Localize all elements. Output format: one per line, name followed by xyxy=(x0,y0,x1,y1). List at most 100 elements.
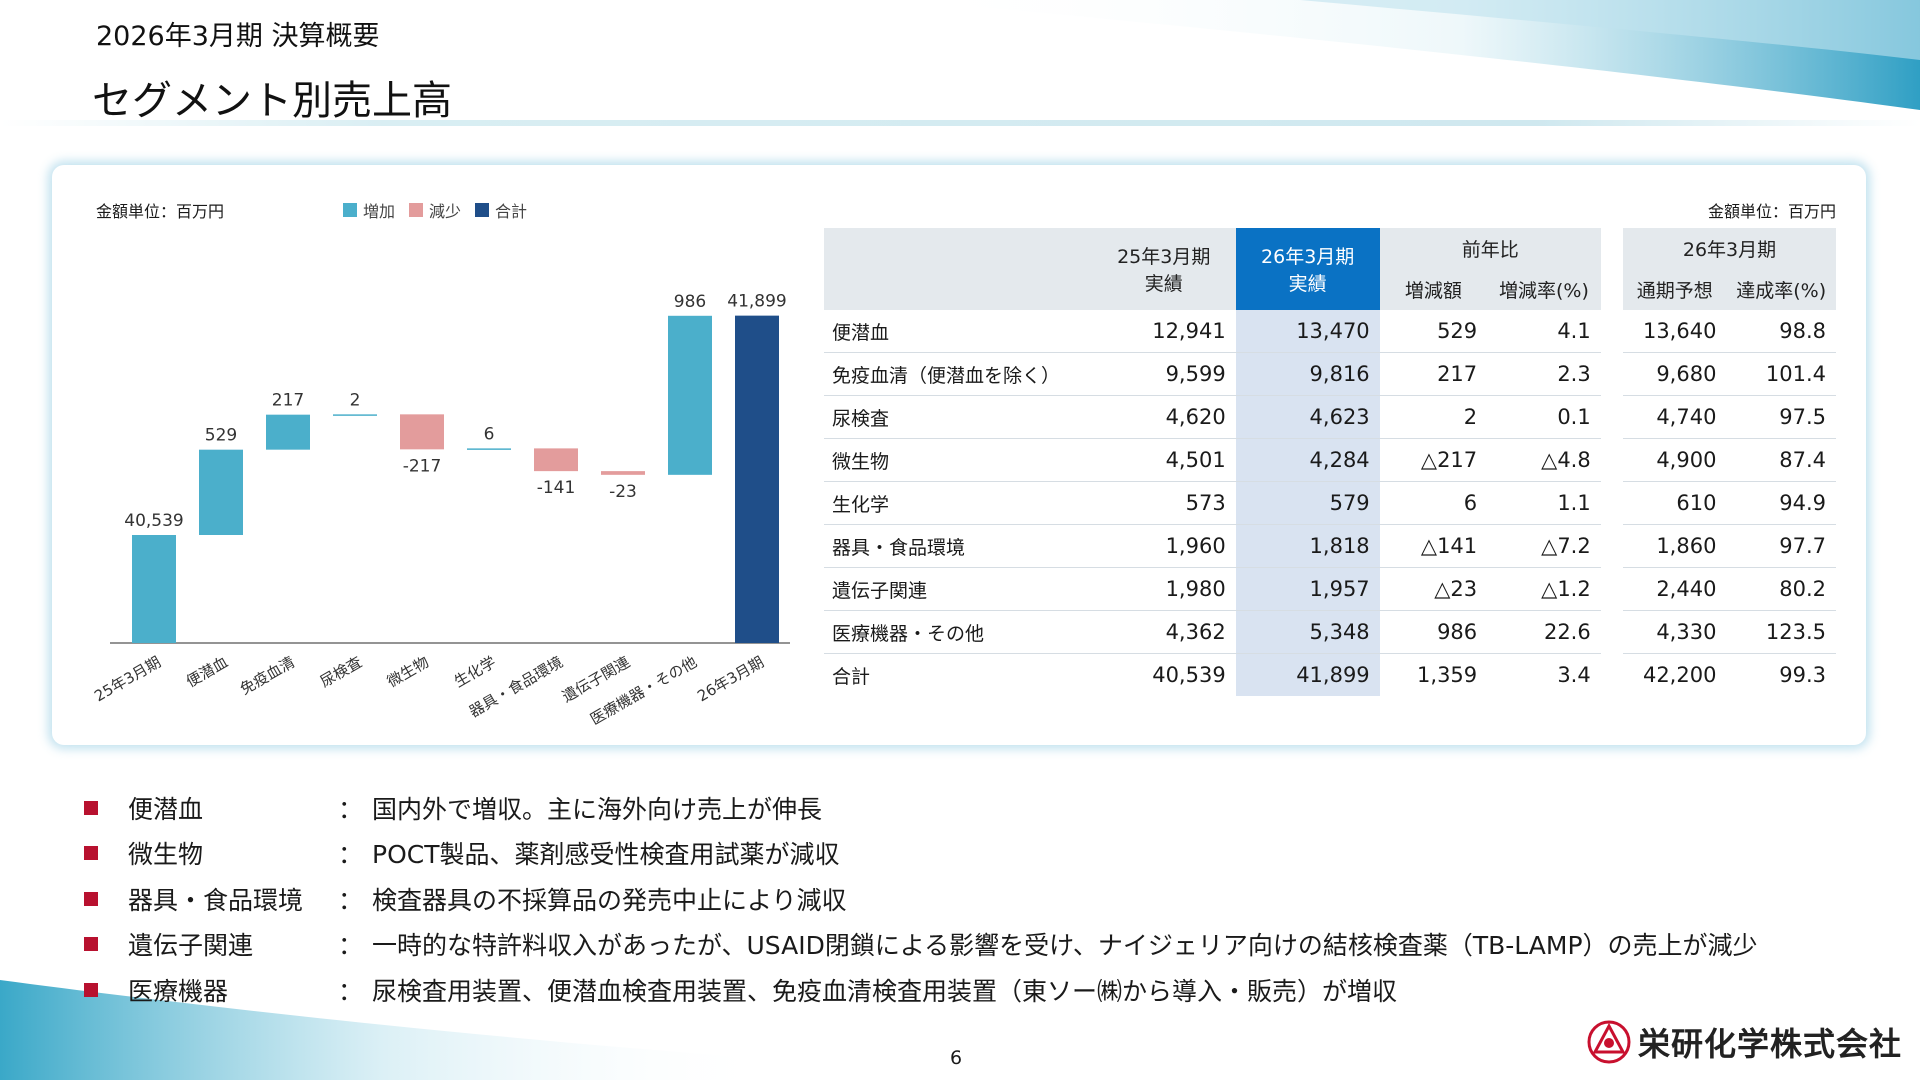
forecast-cell: 4,330 xyxy=(1623,610,1727,654)
commentary-colon: ： xyxy=(338,794,364,824)
fy25-actual-cell: 4,620 xyxy=(1091,395,1236,439)
yoy-amount-cell: 529 xyxy=(1379,310,1488,353)
bar-value-label: 6 xyxy=(484,424,495,444)
bar-value-label: 2 xyxy=(350,390,361,410)
achievement-rate-cell: 94.9 xyxy=(1726,481,1836,525)
waterfall-bar xyxy=(467,448,511,450)
segment-name-cell: 生化学 xyxy=(824,481,1092,525)
category-tick-label: 尿検査 xyxy=(317,653,365,691)
segment-name-cell: 便潜血 xyxy=(824,310,1092,353)
commentary-segment: 微生物 xyxy=(128,840,204,870)
bar-value-label: 41,899 xyxy=(727,292,786,312)
bullet-square-icon xyxy=(84,800,98,815)
bar-value-label: -217 xyxy=(403,456,442,476)
category-tick-label: 26年3月期 xyxy=(694,653,767,705)
achievement-rate-cell: 101.4 xyxy=(1726,352,1836,396)
waterfall-bar xyxy=(333,414,377,416)
achievement-rate-cell: 97.5 xyxy=(1726,395,1836,439)
commentary-segment: 便潜血 xyxy=(128,794,204,824)
forecast-cell: 2,440 xyxy=(1623,567,1727,611)
commentary-text: 尿検査用装置、便潜血検査用装置、免疫血清検査用装置（東ソー㈱から導入・販売）が増… xyxy=(372,976,1398,1006)
segment-name-cell: 合計 xyxy=(832,665,871,688)
header-decoration xyxy=(900,0,1920,110)
unit-label-table: 金額単位：百万円 xyxy=(1707,202,1836,221)
forecast-cell: 9,680 xyxy=(1623,352,1727,396)
waterfall-bar xyxy=(132,535,176,643)
yoy-amount-cell: 1,359 xyxy=(1417,663,1478,687)
waterfall-bar xyxy=(199,449,243,535)
fy25-actual-cell: 12,941 xyxy=(1091,310,1236,353)
spacer-cell xyxy=(1600,610,1624,654)
bar-value-label: 986 xyxy=(674,292,706,312)
yoy-amount-cell: 2 xyxy=(1379,395,1488,439)
waterfall-bar xyxy=(400,414,444,450)
table-row: 医療機器・その他 4,362 5,348 986 22.6 4,330 123.5 xyxy=(824,610,1836,654)
waterfall-chart: 40,539 25年3月期 529 便潜血 217 免疫血清 2 尿検査 -217 微生物 6 生化学… xyxy=(91,292,790,728)
yoy-rate-cell: 1.1 xyxy=(1487,481,1601,525)
category-tick-label: 25年3月期 xyxy=(91,653,164,705)
bullet-square-icon xyxy=(84,937,98,952)
commentary-colon: ： xyxy=(338,885,364,915)
fy26-actual-cell: 1,818 xyxy=(1235,524,1380,568)
spacer-cell xyxy=(1600,438,1624,482)
waterfall-bar xyxy=(668,315,712,475)
table-row: 合計 40,539 41,899 1,359 3.4 42,200 99.3 xyxy=(824,653,1836,696)
yoy-rate-cell: 4.1 xyxy=(1487,310,1601,353)
spacer-cell xyxy=(1600,395,1624,439)
forecast-cell: 4,740 xyxy=(1623,395,1727,439)
yoy-rate-cell: 0.1 xyxy=(1487,395,1601,439)
commentary-item: 遺伝子関連 ： 一時的な特許料収入があったが、USAID閉鎖による影響を受け、ナイジ… xyxy=(84,922,1758,968)
spacer-cell xyxy=(1600,310,1624,353)
commentary-segment: 医療機器 xyxy=(128,976,229,1006)
bullet-square-icon xyxy=(84,982,98,997)
spacer-cell xyxy=(1600,524,1624,568)
yoy-amount-cell: △23 xyxy=(1379,567,1488,611)
table-row: 尿検査 4,620 4,623 2 0.1 4,740 97.5 xyxy=(824,395,1836,439)
segment-name-cell: 尿検査 xyxy=(824,395,1092,439)
commentary-list: 便潜血 ： 国内外で増収。主に海外向け売上が伸長微生物 ： POCT製品、薬剤感受性検査… xyxy=(84,785,1758,1013)
table-row: 生化学 573 579 6 1.1 610 94.9 xyxy=(824,481,1836,525)
header-divider xyxy=(0,120,1920,126)
legend-item-decrease: 減少 xyxy=(409,198,461,222)
fy25-actual-cell: 40,539 xyxy=(1152,663,1226,687)
fy26-actual-cell: 1,957 xyxy=(1235,567,1380,611)
forecast-cell: 42,200 xyxy=(1642,663,1717,687)
bar-value-label: 529 xyxy=(205,426,237,446)
commentary-segment: 遺伝子関連 xyxy=(128,931,254,961)
legend-item-increase: 増加 xyxy=(343,198,395,222)
fy26-actual-cell: 13,470 xyxy=(1235,310,1380,353)
forecast-cell: 1,860 xyxy=(1623,524,1727,568)
bar-value-label: 40,539 xyxy=(124,511,183,531)
fy25-actual-cell: 4,362 xyxy=(1091,610,1236,654)
commentary-text: 国内外で増収。主に海外向け売上が伸長 xyxy=(372,794,823,824)
fy26-actual-cell: 41,899 xyxy=(1235,653,1380,696)
legend-label-increase: 増加 xyxy=(363,202,396,221)
category-tick-label: 便潜血 xyxy=(183,653,231,691)
waterfall-bar xyxy=(534,448,578,472)
legend-swatch-increase xyxy=(343,203,357,217)
segment-name-cell: 微生物 xyxy=(824,438,1092,482)
category-tick-label: 免疫血清 xyxy=(237,653,298,699)
waterfall-bar xyxy=(735,315,779,643)
forecast-cell: 610 xyxy=(1623,481,1727,525)
bar-value-label: -23 xyxy=(609,482,637,502)
commentary-text: POCT製品、薬剤感受性検査用試薬が減収 xyxy=(372,840,840,870)
commentary-item: 医療機器 ： 尿検査用装置、便潜血検査用装置、免疫血清検査用装置（東ソー㈱から導入・… xyxy=(84,967,1758,1013)
fy26-actual-cell: 5,348 xyxy=(1235,610,1380,654)
commentary-segment: 器具・食品環境 xyxy=(128,885,304,915)
yoy-amount-cell: 6 xyxy=(1379,481,1488,525)
forecast-cell: 13,640 xyxy=(1623,310,1727,353)
legend-label-decrease: 減少 xyxy=(429,202,462,221)
fy25-actual-cell: 1,980 xyxy=(1091,567,1236,611)
waterfall-bar xyxy=(266,414,310,450)
bar-value-label: -141 xyxy=(537,478,576,498)
category-tick-label: 生化学 xyxy=(451,653,499,691)
header-forecast: 26年3月期 xyxy=(1623,228,1836,268)
achievement-rate-cell: 97.7 xyxy=(1726,524,1836,568)
bullet-square-icon xyxy=(84,846,98,861)
page-title: セグメント別売上高 xyxy=(92,78,452,124)
yoy-amount-cell: 986 xyxy=(1379,610,1488,654)
spacer-cell xyxy=(1600,567,1624,611)
yoy-rate-cell: △4.8 xyxy=(1487,438,1601,482)
segment-name-cell: 免疫血清（便潜血を除く） xyxy=(824,352,1092,396)
